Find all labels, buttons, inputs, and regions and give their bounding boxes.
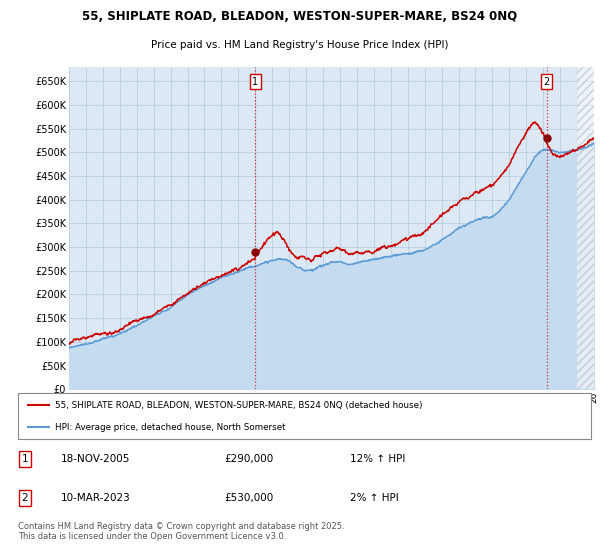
Text: 55, SHIPLATE ROAD, BLEADON, WESTON-SUPER-MARE, BS24 0NQ (detached house): 55, SHIPLATE ROAD, BLEADON, WESTON-SUPER… [55, 401, 423, 410]
Text: HPI: Average price, detached house, North Somerset: HPI: Average price, detached house, Nort… [55, 423, 286, 432]
Text: 1: 1 [22, 454, 28, 464]
Text: £530,000: £530,000 [224, 493, 274, 503]
Text: 18-NOV-2005: 18-NOV-2005 [61, 454, 130, 464]
Text: 2: 2 [22, 493, 28, 503]
Text: Contains HM Land Registry data © Crown copyright and database right 2025.
This d: Contains HM Land Registry data © Crown c… [18, 522, 344, 541]
Text: 2% ↑ HPI: 2% ↑ HPI [350, 493, 399, 503]
Text: 1: 1 [252, 77, 259, 87]
Bar [577, 67, 594, 389]
Text: £290,000: £290,000 [224, 454, 274, 464]
FancyBboxPatch shape [18, 393, 591, 438]
Text: 55, SHIPLATE ROAD, BLEADON, WESTON-SUPER-MARE, BS24 0NQ: 55, SHIPLATE ROAD, BLEADON, WESTON-SUPER… [82, 10, 518, 22]
Text: 12% ↑ HPI: 12% ↑ HPI [350, 454, 406, 464]
Text: 2: 2 [544, 77, 550, 87]
Text: 10-MAR-2023: 10-MAR-2023 [61, 493, 131, 503]
Text: Price paid vs. HM Land Registry's House Price Index (HPI): Price paid vs. HM Land Registry's House … [151, 40, 449, 50]
